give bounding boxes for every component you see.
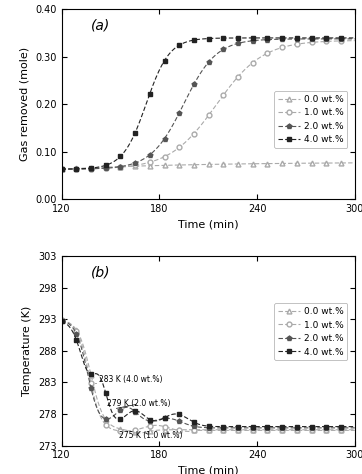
Line: 1.0 wt.%: 1.0 wt.% (59, 318, 357, 434)
0.0 wt.% (138, 430, 142, 436)
2.0 wt.% (59, 166, 64, 172)
Line: 4.0 wt.%: 4.0 wt.% (59, 36, 357, 172)
2.0 wt.% (307, 425, 312, 431)
4.0 wt.% (239, 35, 243, 41)
4.0 wt.% (235, 424, 239, 429)
0.0 wt.% (307, 427, 312, 433)
2.0 wt.% (240, 425, 244, 431)
2.0 wt.% (325, 36, 329, 42)
0.0 wt.% (59, 166, 64, 172)
0.0 wt.% (60, 166, 65, 172)
4.0 wt.% (307, 424, 312, 429)
Text: 275 K (1.0 wt.%): 275 K (1.0 wt.%) (119, 431, 182, 440)
Y-axis label: Temperature (K): Temperature (K) (22, 306, 33, 396)
Y-axis label: Gas removed (mole): Gas removed (mole) (20, 47, 30, 161)
1.0 wt.% (59, 166, 64, 172)
1.0 wt.% (240, 428, 244, 433)
4.0 wt.% (233, 35, 237, 41)
0.0 wt.% (235, 427, 239, 433)
0.0 wt.% (234, 427, 238, 433)
4.0 wt.% (234, 35, 238, 41)
4.0 wt.% (307, 35, 311, 41)
4.0 wt.% (325, 35, 329, 41)
2.0 wt.% (326, 425, 331, 431)
Line: 2.0 wt.%: 2.0 wt.% (59, 36, 357, 172)
Line: 2.0 wt.%: 2.0 wt.% (59, 318, 357, 430)
Line: 0.0 wt.%: 0.0 wt.% (59, 318, 357, 435)
0.0 wt.% (325, 160, 329, 166)
1.0 wt.% (353, 428, 357, 433)
4.0 wt.% (59, 166, 64, 172)
Text: (a): (a) (91, 19, 110, 33)
2.0 wt.% (353, 36, 357, 42)
0.0 wt.% (234, 161, 238, 167)
2.0 wt.% (60, 166, 65, 172)
1.0 wt.% (325, 38, 329, 44)
0.0 wt.% (59, 318, 64, 323)
4.0 wt.% (353, 35, 357, 41)
Line: 1.0 wt.%: 1.0 wt.% (59, 38, 357, 172)
1.0 wt.% (307, 40, 311, 46)
0.0 wt.% (60, 318, 65, 323)
1.0 wt.% (189, 428, 193, 434)
1.0 wt.% (234, 428, 238, 433)
Line: 0.0 wt.%: 0.0 wt.% (59, 160, 357, 172)
Text: (b): (b) (91, 265, 110, 280)
0.0 wt.% (233, 161, 237, 167)
0.0 wt.% (307, 160, 311, 166)
1.0 wt.% (307, 428, 312, 433)
1.0 wt.% (233, 77, 237, 83)
0.0 wt.% (240, 427, 244, 433)
2.0 wt.% (206, 425, 211, 431)
Text: 279 K (2.0 wt.%): 279 K (2.0 wt.%) (107, 400, 171, 409)
1.0 wt.% (239, 71, 243, 76)
2.0 wt.% (234, 41, 238, 47)
0.0 wt.% (326, 427, 331, 433)
4.0 wt.% (326, 424, 331, 429)
1.0 wt.% (326, 428, 331, 433)
0.0 wt.% (353, 160, 357, 166)
1.0 wt.% (59, 318, 64, 323)
1.0 wt.% (60, 166, 65, 172)
Line: 4.0 wt.%: 4.0 wt.% (59, 319, 357, 429)
4.0 wt.% (353, 424, 357, 429)
2.0 wt.% (59, 318, 64, 323)
1.0 wt.% (235, 428, 239, 433)
Legend: 0.0 wt.%, 1.0 wt.%, 2.0 wt.%, 4.0 wt.%: 0.0 wt.%, 1.0 wt.%, 2.0 wt.%, 4.0 wt.% (274, 303, 347, 360)
4.0 wt.% (234, 424, 238, 429)
X-axis label: Time (min): Time (min) (178, 466, 239, 474)
1.0 wt.% (234, 76, 238, 82)
0.0 wt.% (353, 427, 357, 433)
Legend: 0.0 wt.%, 1.0 wt.%, 2.0 wt.%, 4.0 wt.%: 0.0 wt.%, 1.0 wt.%, 2.0 wt.%, 4.0 wt.% (274, 91, 347, 148)
4.0 wt.% (240, 424, 244, 429)
2.0 wt.% (60, 318, 65, 324)
4.0 wt.% (59, 319, 64, 324)
2.0 wt.% (239, 40, 243, 46)
4.0 wt.% (223, 424, 227, 429)
2.0 wt.% (235, 425, 239, 431)
0.0 wt.% (239, 161, 243, 167)
2.0 wt.% (234, 425, 238, 431)
2.0 wt.% (307, 36, 311, 42)
4.0 wt.% (60, 319, 65, 325)
4.0 wt.% (60, 166, 65, 172)
2.0 wt.% (353, 425, 357, 431)
Text: 283 K (4.0 wt.%): 283 K (4.0 wt.%) (96, 375, 163, 384)
2.0 wt.% (233, 41, 237, 47)
1.0 wt.% (353, 38, 357, 44)
1.0 wt.% (60, 318, 65, 323)
X-axis label: Time (min): Time (min) (178, 219, 239, 229)
